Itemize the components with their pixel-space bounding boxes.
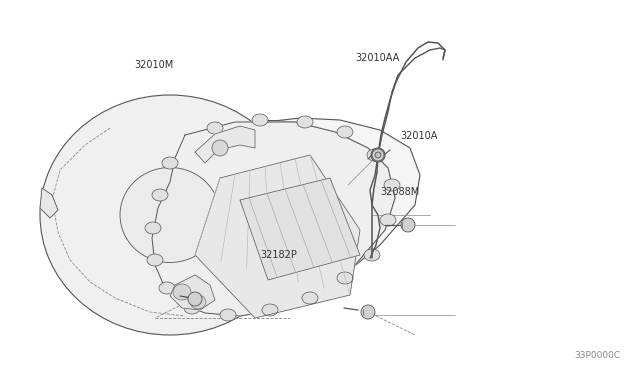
Text: 32010A: 32010A	[400, 131, 437, 141]
Polygon shape	[152, 122, 395, 316]
Circle shape	[375, 152, 381, 158]
Ellipse shape	[262, 304, 278, 316]
Circle shape	[212, 140, 228, 156]
Ellipse shape	[380, 214, 396, 226]
Ellipse shape	[337, 126, 353, 138]
Circle shape	[401, 218, 415, 232]
Polygon shape	[170, 275, 215, 310]
Ellipse shape	[384, 179, 400, 191]
Text: 32010AA: 32010AA	[355, 53, 399, 62]
Circle shape	[374, 151, 382, 159]
Ellipse shape	[252, 114, 268, 126]
Ellipse shape	[120, 167, 220, 263]
Ellipse shape	[152, 189, 168, 201]
Ellipse shape	[367, 149, 383, 161]
Text: 32088M: 32088M	[381, 187, 420, 196]
Ellipse shape	[159, 282, 175, 294]
Ellipse shape	[220, 309, 236, 321]
Circle shape	[371, 148, 385, 162]
Ellipse shape	[190, 295, 206, 309]
Text: 32182P: 32182P	[260, 250, 297, 260]
Text: 33P0000C: 33P0000C	[574, 351, 620, 360]
Ellipse shape	[302, 292, 318, 304]
Polygon shape	[55, 108, 395, 316]
Ellipse shape	[173, 284, 191, 300]
Polygon shape	[195, 126, 255, 163]
Circle shape	[361, 305, 375, 319]
Ellipse shape	[207, 122, 223, 134]
Polygon shape	[40, 188, 58, 218]
Polygon shape	[58, 115, 420, 310]
Ellipse shape	[162, 157, 178, 169]
Ellipse shape	[147, 254, 163, 266]
Ellipse shape	[364, 249, 380, 261]
Ellipse shape	[337, 272, 353, 284]
Ellipse shape	[184, 302, 200, 314]
Circle shape	[372, 149, 384, 161]
Text: 32010M: 32010M	[134, 60, 173, 70]
Polygon shape	[240, 178, 360, 280]
Ellipse shape	[145, 222, 161, 234]
Ellipse shape	[297, 116, 313, 128]
Polygon shape	[195, 155, 360, 318]
Circle shape	[188, 292, 202, 306]
Ellipse shape	[40, 95, 300, 335]
